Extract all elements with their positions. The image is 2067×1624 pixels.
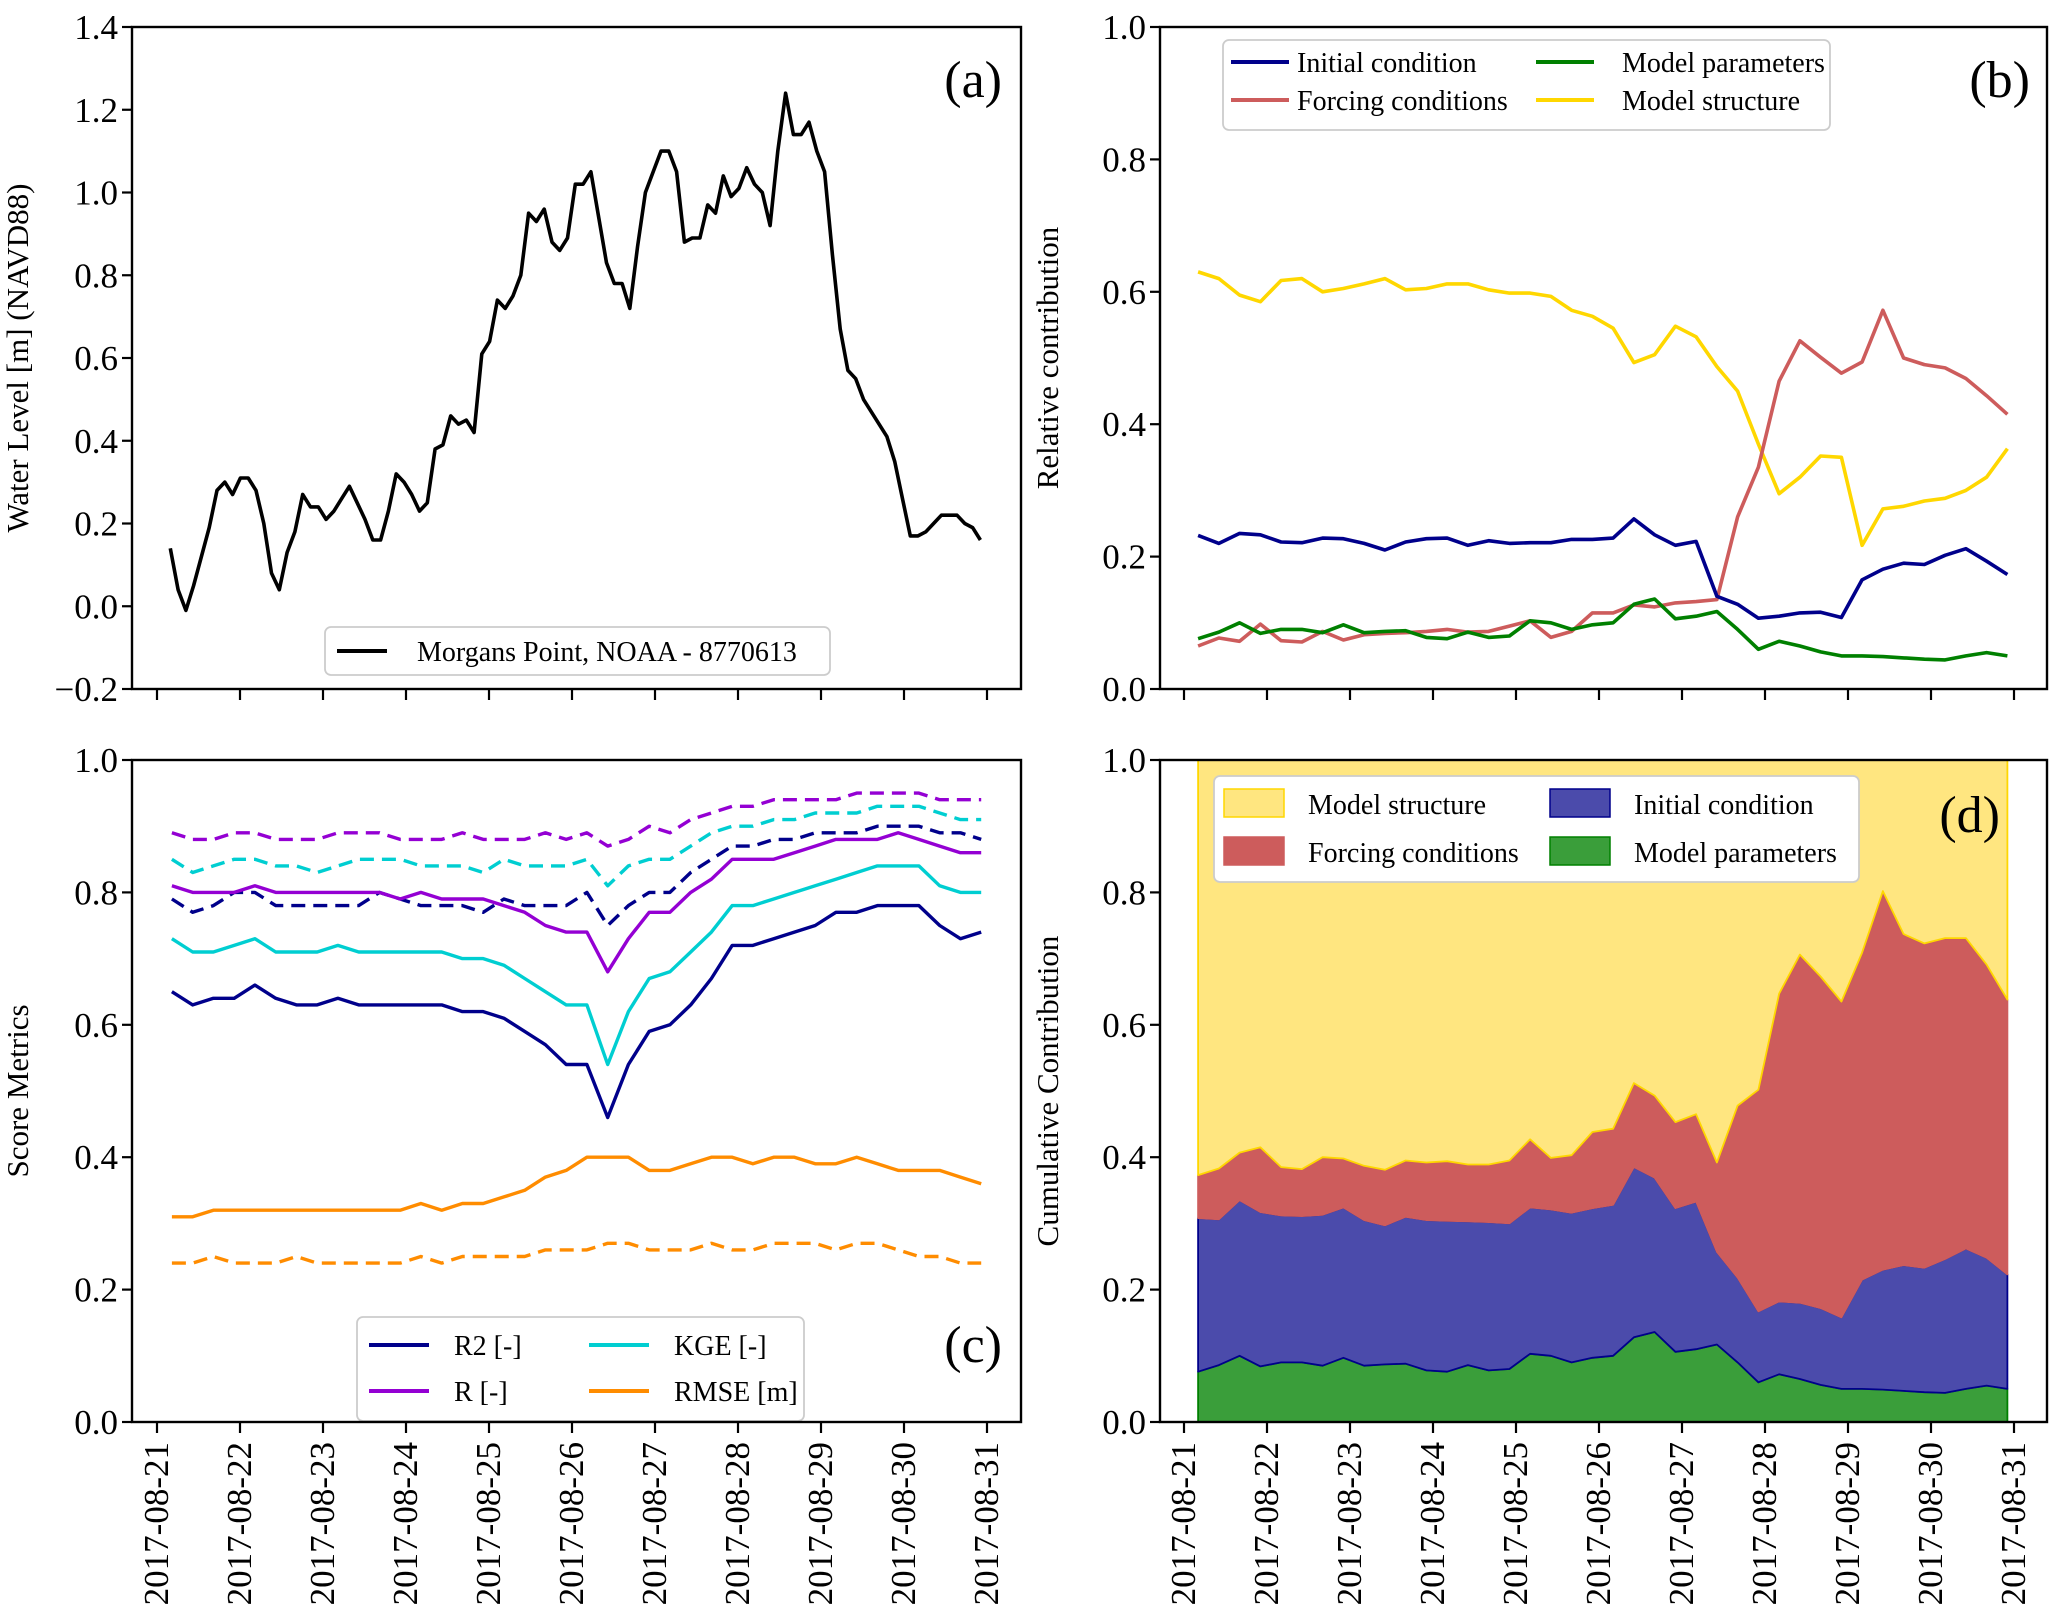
y-tick-label: −0.2: [55, 670, 119, 709]
x-tick-label: 2017-08-24: [386, 1442, 425, 1605]
x-tick-label: 2017-08-28: [718, 1442, 757, 1605]
y-tick-label: 1.0: [1102, 8, 1146, 47]
line-model-structure: [1197, 270, 2009, 548]
line-rmse-m-dashed: [171, 1241, 982, 1265]
panel-label: (c): [944, 1317, 1002, 1374]
legend-label: Initial condition: [1634, 790, 1814, 821]
y-tick-label: 1.0: [74, 741, 118, 780]
x-tick-label: 2017-08-29: [801, 1442, 840, 1605]
legend-label: Model parameters: [1622, 48, 1825, 79]
y-tick-label: 0.4: [1102, 1138, 1146, 1177]
legend-label: Forcing conditions: [1308, 838, 1519, 869]
x-tick-label: 2017-08-29: [1828, 1442, 1867, 1605]
line-kge: [170, 864, 982, 1067]
plot-frame: [1158, 758, 2049, 1424]
y-tick-label: 0.4: [1102, 405, 1146, 444]
y-tick-label: 0.0: [74, 587, 118, 626]
legend-label: Model structure: [1308, 790, 1486, 821]
y-tick-label: 0.8: [74, 256, 118, 295]
line-kge-dashed: [170, 804, 982, 888]
legend-swatch-model-parameters: [1549, 836, 1611, 866]
y-axis-title: Cumulative Contribution: [1030, 935, 1065, 1246]
y-axis-title: Relative contribution: [1030, 226, 1065, 489]
y-tick-label: 0.6: [74, 339, 118, 378]
y-tick-label: 0.6: [1102, 273, 1146, 312]
y-tick-label: 0.0: [74, 1403, 118, 1442]
legend-swatch-model-structure: [1223, 788, 1285, 818]
y-tick-label: 0.6: [74, 1006, 118, 1045]
x-tick-label: 2017-08-31: [967, 1442, 1006, 1605]
line-forcing-conditions: [1197, 308, 2009, 648]
y-tick-label: 1.2: [74, 91, 118, 130]
panel-b-relative-contribution: 0.0 0.2 0.4 0.6 0.8 1.0 Relative contribution I…: [1030, 8, 2049, 709]
panel-label: (d): [1939, 787, 2000, 844]
plot-frame: [1158, 25, 2049, 691]
panel-c-score-metrics: 0.0 0.2 0.4 0.6 0.8 1.0 2017-08-21 2017-08-22 20…: [0, 741, 1023, 1605]
y-tick-label: 1.0: [74, 174, 118, 213]
legend-label: R [-]: [454, 1377, 508, 1408]
x-tick-label: 2017-08-22: [1247, 1442, 1286, 1605]
line-r2: [170, 903, 982, 1120]
y-tick-label: 0.2: [1102, 538, 1146, 577]
x-tick-label: 2017-08-26: [1579, 1442, 1618, 1605]
legend-label: Model parameters: [1634, 838, 1837, 869]
line-rmse-m: [171, 1155, 982, 1219]
x-tick-label: 2017-08-22: [220, 1442, 259, 1605]
y-tick-label: 0.0: [1102, 670, 1146, 709]
x-tick-label: 2017-08-25: [469, 1442, 508, 1605]
panel-label: (b): [1969, 52, 2030, 109]
legend-box: [1213, 775, 1860, 883]
y-tick-label: 1.0: [1102, 741, 1146, 780]
legend-label: Forcing conditions: [1297, 86, 1508, 117]
y-tick-label: 0.4: [74, 1138, 118, 1177]
x-tick-label: 2017-08-24: [1413, 1442, 1452, 1605]
y-tick-label: 0.0: [1102, 1403, 1146, 1442]
y-tick-label: 0.8: [1102, 140, 1146, 179]
y-tick-label: 0.8: [74, 873, 118, 912]
line-model-parameters: [1197, 597, 2008, 662]
y-tick-label: 0.8: [1102, 873, 1146, 912]
legend-label: Morgans Point, NOAA - 8770613: [417, 637, 797, 668]
line-r-dashed: [171, 791, 982, 848]
x-tick-label: 2017-08-31: [1994, 1442, 2033, 1605]
water-level-line: [168, 91, 982, 613]
x-tick-label: 2017-08-27: [635, 1442, 674, 1605]
panel-label: (a): [944, 52, 1002, 109]
line-r: [171, 831, 982, 974]
legend-label: Initial condition: [1297, 48, 1477, 79]
panel-a-water-level: −0.2 0.0 0.2 0.4 0.6 0.8 1.0 1.2 1.4 Water Level …: [0, 8, 1023, 709]
x-tick-label: 2017-08-23: [303, 1442, 342, 1605]
legend-label: RMSE [m]: [674, 1377, 798, 1408]
y-tick-label: 1.4: [74, 8, 118, 47]
y-axis-title: Water Level [m] (NAVD88): [0, 183, 35, 532]
x-tick-label: 2017-08-30: [1911, 1442, 1950, 1605]
legend-box: [1222, 39, 1831, 131]
plot-frame: [130, 25, 1023, 691]
y-tick-label: 0.4: [74, 422, 118, 461]
y-tick-label: 0.2: [1102, 1271, 1146, 1310]
x-tick-label: 2017-08-26: [552, 1442, 591, 1605]
legend-label: R2 [-]: [454, 1331, 522, 1362]
x-tick-label: 2017-08-28: [1745, 1442, 1784, 1605]
legend-swatch-initial-condition: [1549, 788, 1611, 818]
line-initial-condition: [1197, 517, 2009, 620]
y-tick-label: 0.6: [1102, 1006, 1146, 1045]
line-r2-dashed: [170, 824, 982, 928]
x-tick-label: 2017-08-30: [884, 1442, 923, 1605]
y-tick-label: 0.2: [74, 505, 118, 544]
x-tick-label: 2017-08-25: [1496, 1442, 1535, 1605]
legend-box: [324, 626, 831, 676]
y-axis-title: Score Metrics: [0, 1004, 35, 1177]
plot-frame: [130, 758, 1023, 1424]
x-tick-label: 2017-08-21: [1164, 1442, 1203, 1605]
x-tick-label: 2017-08-21: [137, 1442, 176, 1605]
x-tick-label: 2017-08-23: [1330, 1442, 1369, 1605]
legend-label: Model structure: [1622, 86, 1800, 117]
legend-swatch-forcing-conditions: [1223, 836, 1285, 866]
y-tick-label: 0.2: [74, 1271, 118, 1310]
x-tick-label: 2017-08-27: [1662, 1442, 1701, 1605]
legend-label: KGE [-]: [674, 1331, 767, 1362]
panel-d-cumulative-contribution: 0.0 0.2 0.4 0.6 0.8 1.0 2017-08-21 2017-08-22 20…: [1030, 741, 2049, 1605]
